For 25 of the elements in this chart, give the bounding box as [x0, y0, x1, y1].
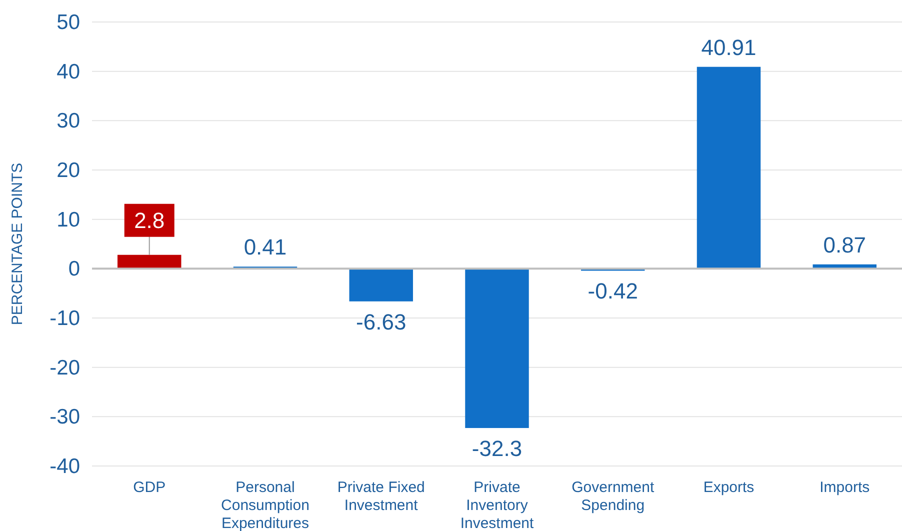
- y-tick-label: -20: [50, 356, 80, 380]
- x-tick-label: GDP: [133, 479, 166, 496]
- x-tick-label: Personal Consumption Expenditures: [221, 479, 310, 531]
- y-axis-title: PERCENTAGE POINTS: [9, 162, 26, 326]
- y-tick-label: 40: [56, 60, 80, 84]
- data-label: -32.3: [472, 436, 522, 462]
- data-label: 0.87: [823, 232, 866, 258]
- data-label: 0.41: [244, 234, 287, 260]
- data-label: -6.63: [356, 309, 406, 334]
- y-tick-label: -10: [50, 307, 80, 330]
- y-tick-label: 30: [56, 110, 80, 133]
- y-tick-label: 0: [68, 258, 80, 281]
- y-tick-label: -40: [50, 455, 80, 478]
- x-tick-label: Exports: [703, 479, 754, 496]
- data-label: 2.8: [134, 208, 165, 233]
- data-label: -0.42: [588, 278, 638, 304]
- x-tick-label: Private Inventory Investment: [460, 479, 535, 531]
- x-tick-label: Government Spending: [572, 479, 655, 514]
- y-tick-label: 10: [56, 208, 80, 232]
- x-tick-label: Private Fixed Investment: [337, 479, 425, 514]
- x-tick-label: Imports: [820, 479, 870, 496]
- data-label: 40.91: [701, 34, 756, 60]
- y-tick-label: -30: [50, 406, 80, 429]
- y-tick-label: 20: [56, 159, 80, 182]
- y-tick-label: 50: [56, 11, 80, 34]
